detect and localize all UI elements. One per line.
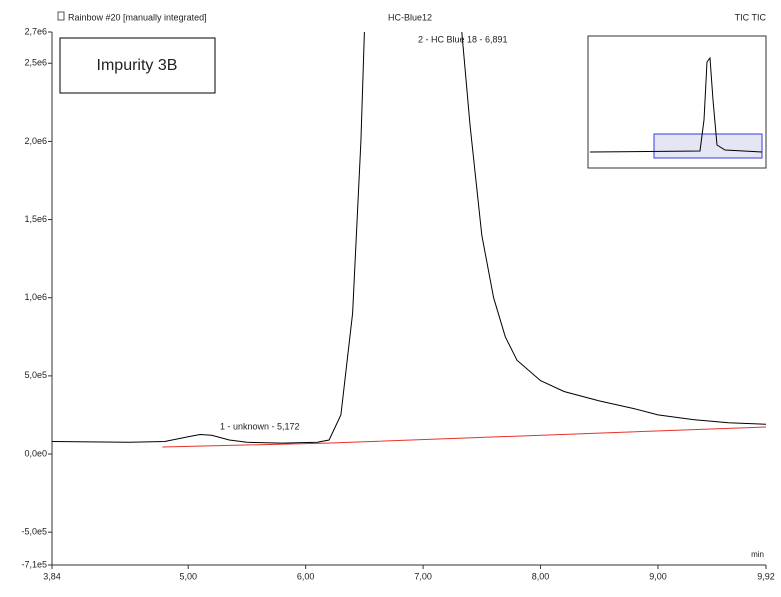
y-tick-label: 2,0e6 <box>24 136 47 146</box>
x-tick-label: 9,00 <box>649 571 667 581</box>
y-tick-label: 1,5e6 <box>24 214 47 224</box>
header-left: Rainbow #20 [manually integrated] <box>68 12 207 22</box>
trace-group <box>52 32 766 444</box>
x-tick-label: 5,00 <box>179 571 197 581</box>
x-tick-label: 3,84 <box>43 571 61 581</box>
x-tick-label: 7,00 <box>414 571 432 581</box>
x-tick-label: 8,00 <box>532 571 550 581</box>
sample-box <box>59 37 216 94</box>
header-right: TIC TIC <box>735 12 767 22</box>
y-tick-label: -5,0e5 <box>21 527 47 537</box>
y-tick-label: 5,0e5 <box>24 370 47 380</box>
header-icon <box>57 11 65 21</box>
inset <box>587 35 767 169</box>
y-tick-label: 0,0e0 <box>24 448 47 458</box>
trace <box>52 32 766 444</box>
chart-title: HC-Blue12 <box>388 12 432 22</box>
x-tick-label: 6,00 <box>297 571 315 581</box>
x-unit: min <box>751 550 764 559</box>
y-tick-label: 2,5e6 <box>24 58 47 68</box>
y-tick-label: 1,0e6 <box>24 292 47 302</box>
trace-group <box>162 426 766 448</box>
annotation: 1 - unknown - 5,172 <box>220 421 300 431</box>
annotation: 2 - HC Blue 18 - 6,891 <box>418 34 508 44</box>
x-tick-label: 9,92 <box>757 571 775 581</box>
sample-label: Impurity 3B <box>97 57 178 74</box>
y-tick-label: -7,1e5 <box>21 559 47 569</box>
trace <box>162 426 766 448</box>
y-tick-label: 2,7e6 <box>24 26 47 36</box>
